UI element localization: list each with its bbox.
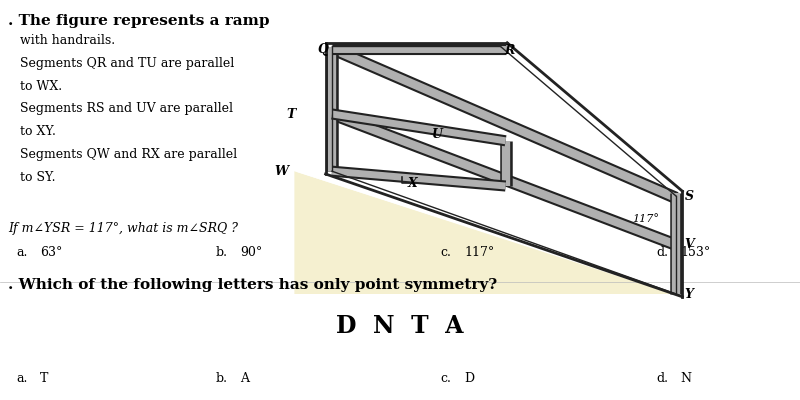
Polygon shape — [294, 43, 682, 297]
Text: T: T — [286, 108, 296, 120]
Text: a.: a. — [16, 246, 27, 259]
Text: d.: d. — [656, 372, 668, 385]
Text: d.: d. — [656, 246, 668, 259]
Text: If m∠YSR = 117°, what is m∠SRQ ?: If m∠YSR = 117°, what is m∠SRQ ? — [8, 222, 238, 235]
Text: D  N  T  A: D N T A — [336, 314, 464, 338]
Text: 90°: 90° — [240, 246, 262, 259]
Text: Q: Q — [317, 44, 328, 56]
Text: T: T — [40, 372, 48, 385]
Text: Segments RS and UV are parallel: Segments RS and UV are parallel — [20, 102, 233, 115]
Text: V: V — [685, 238, 694, 250]
Text: 117°: 117° — [464, 246, 494, 259]
Text: 117°: 117° — [632, 214, 659, 224]
Text: U: U — [432, 128, 443, 140]
Text: to SY.: to SY. — [20, 171, 55, 184]
Text: b.: b. — [216, 246, 228, 259]
Text: b.: b. — [216, 372, 228, 385]
Text: S: S — [685, 190, 694, 202]
Text: Segments QR and TU are parallel: Segments QR and TU are parallel — [20, 57, 234, 70]
Text: D: D — [464, 372, 474, 385]
Text: to WX.: to WX. — [20, 80, 62, 92]
Text: . Which of the following letters has only point symmetry?: . Which of the following letters has onl… — [8, 278, 497, 292]
Text: A: A — [240, 372, 249, 385]
Text: Y: Y — [685, 288, 694, 300]
Text: c.: c. — [440, 372, 451, 385]
Text: X: X — [408, 177, 418, 190]
Text: c.: c. — [440, 246, 451, 259]
Text: a.: a. — [16, 372, 27, 385]
Text: 153°: 153° — [680, 246, 710, 259]
Text: W: W — [274, 165, 288, 178]
Text: to XY.: to XY. — [20, 125, 56, 138]
Text: with handrails.: with handrails. — [20, 34, 115, 47]
Text: . The figure represents a ramp: . The figure represents a ramp — [8, 14, 270, 28]
Text: 63°: 63° — [40, 246, 62, 259]
Polygon shape — [294, 171, 676, 294]
Text: R: R — [504, 44, 514, 56]
Text: Segments QW and RX are parallel: Segments QW and RX are parallel — [20, 148, 237, 161]
Text: N: N — [680, 372, 691, 385]
